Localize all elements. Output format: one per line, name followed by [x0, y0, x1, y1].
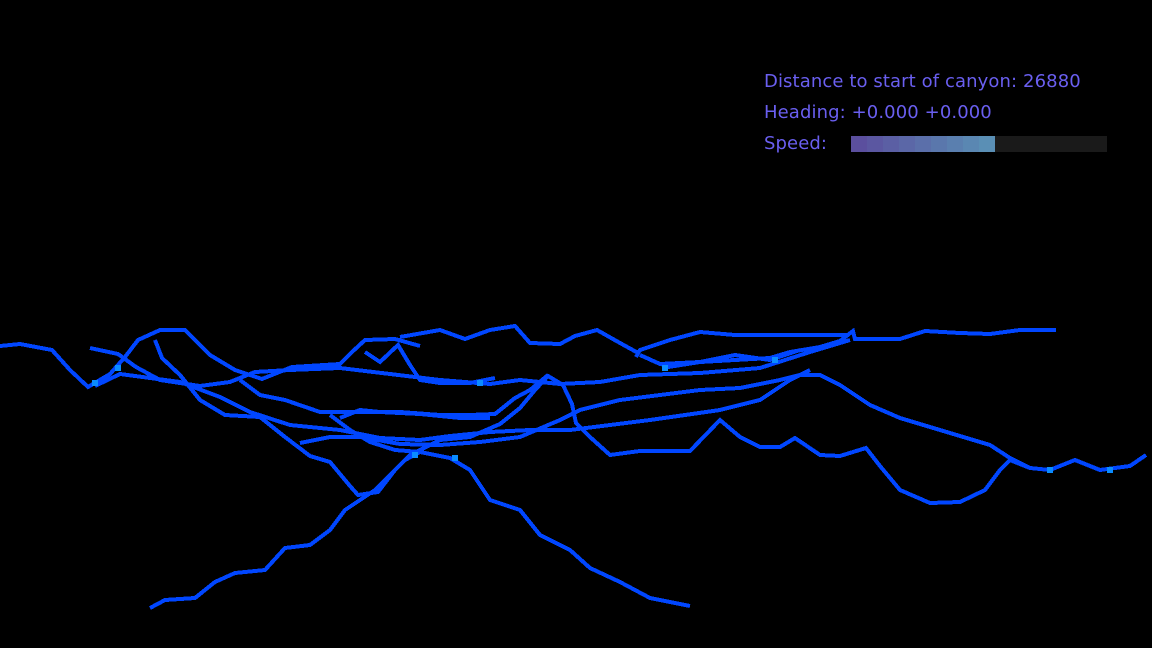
terrain-highlight-pixel — [662, 365, 668, 371]
speed-bar-fill-segment — [899, 135, 915, 152]
terrain-line — [153, 339, 1148, 506]
speed-bar-empty-segment — [1059, 135, 1075, 152]
speed-bar-empty-segment — [1011, 135, 1027, 152]
distance-readout: Distance to start of canyon: 26880 — [764, 66, 1124, 97]
distance-value: 26880 — [1023, 71, 1081, 92]
speed-bar-fill-segment — [947, 135, 963, 152]
terrain-highlight-pixel — [772, 357, 778, 363]
speed-bar-fill-segment — [915, 135, 931, 152]
speed-bar-empty-segment — [1027, 135, 1043, 152]
heading-y-value: +0.000 — [924, 102, 992, 123]
speed-readout: Speed: — [764, 128, 1124, 159]
speed-bar-empty-segment — [1075, 135, 1091, 152]
terrain-line — [299, 373, 1031, 470]
terrain-line — [634, 329, 848, 358]
heading-readout: Heading: +0.000 +0.000 — [764, 97, 1124, 128]
terrain-line — [661, 327, 1056, 370]
terrain-line — [149, 450, 421, 610]
terrain-highlight-pixel — [452, 455, 458, 461]
terrain-line — [339, 407, 490, 420]
speed-bar-fill-segment — [883, 135, 899, 152]
terrain-highlight-pixel — [115, 365, 121, 371]
terrain-highlight-pixel — [92, 380, 98, 386]
terrain-line — [399, 323, 641, 356]
terrain-line — [0, 328, 421, 390]
hud-panel: Distance to start of canyon: 26880 Headi… — [764, 66, 1124, 159]
speed-bar-empty-segment — [995, 135, 1011, 152]
speed-bar-empty-segment — [1091, 135, 1107, 152]
terrain-highlight-pixel — [412, 452, 418, 458]
speed-bar-fill-segment — [851, 135, 867, 152]
speed-bar-empty-segment — [1043, 135, 1059, 152]
speed-bar-fill-segment — [867, 135, 883, 152]
speed-bar-fill-segment — [931, 135, 947, 152]
speed-bar — [851, 135, 1107, 152]
terrain-line — [328, 413, 691, 608]
heading-x-value: +0.000 — [851, 102, 919, 123]
heading-label: Heading: — [764, 102, 846, 123]
speed-bar-fill-segment — [979, 135, 995, 152]
terrain-line — [363, 341, 496, 385]
terrain-highlight-pixel — [477, 380, 483, 386]
speed-label: Speed: — [764, 133, 828, 154]
speed-bar-fill-segment — [963, 135, 979, 152]
terrain-highlight-pixel — [1047, 467, 1053, 473]
terrain-highlight-pixel — [1107, 467, 1113, 473]
distance-label: Distance to start of canyon: — [764, 71, 1018, 92]
